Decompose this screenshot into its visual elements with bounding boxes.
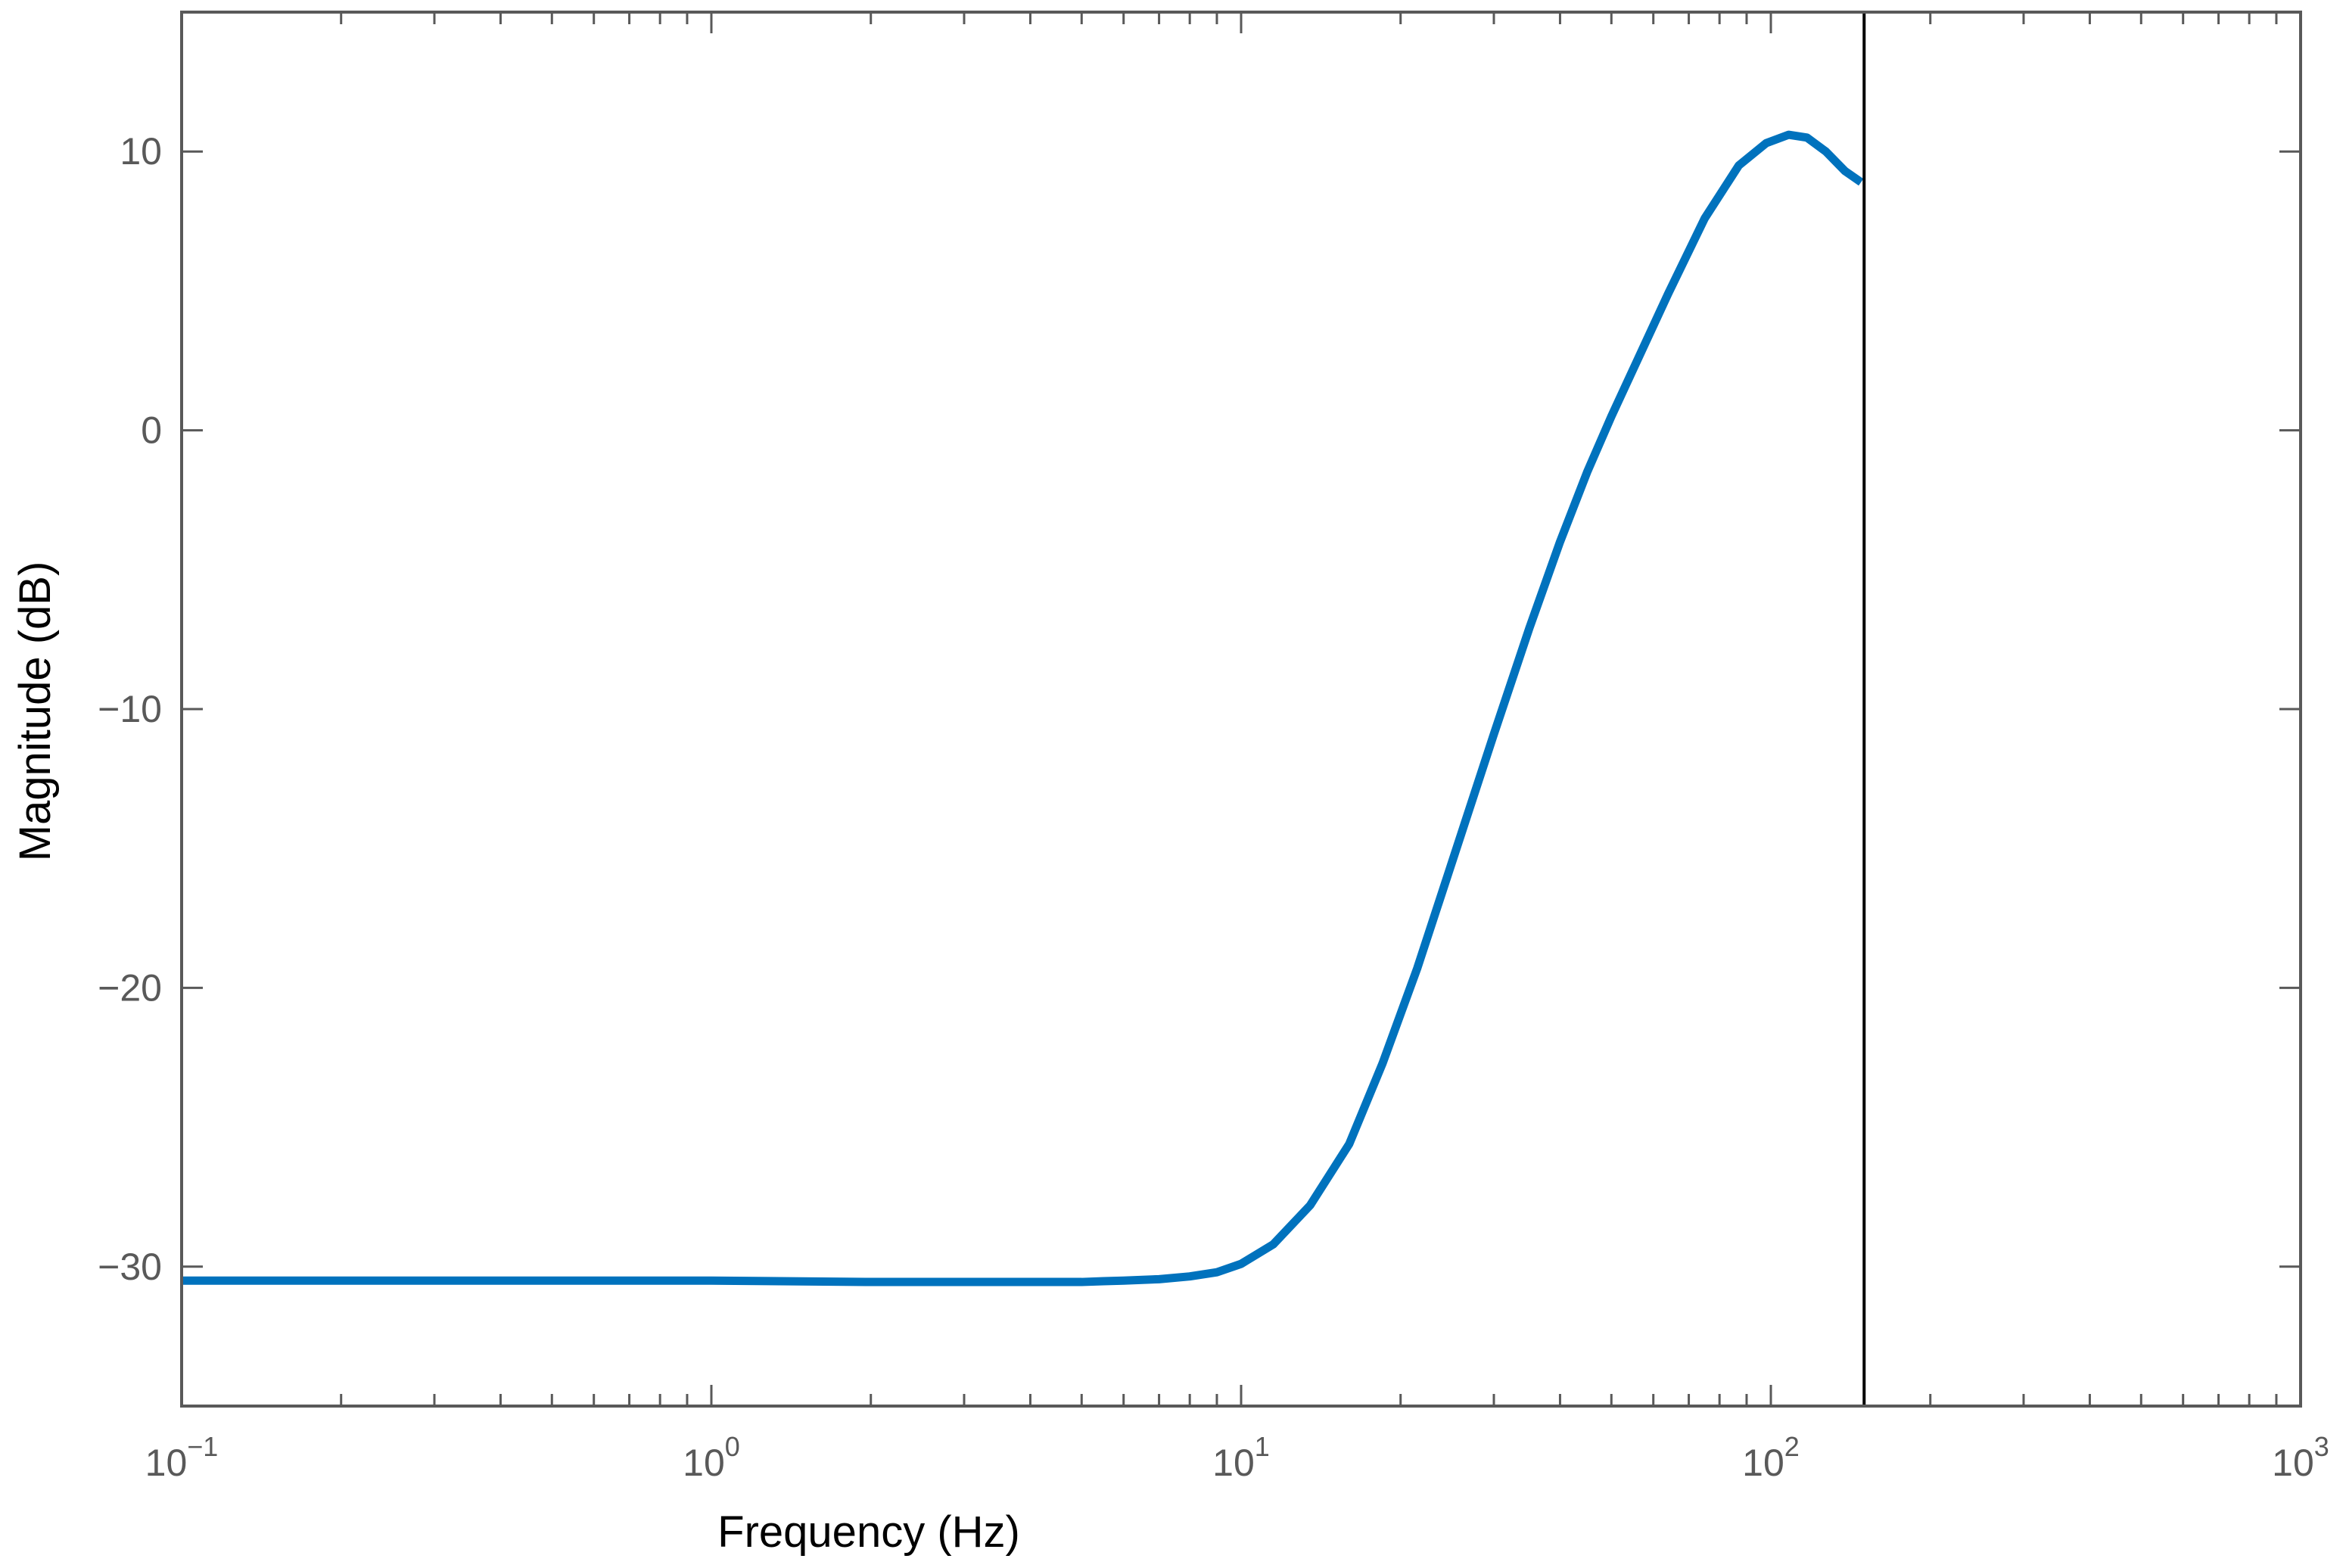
x-tick-label: 103: [2272, 1431, 2329, 1484]
plot-frame: [180, 11, 2302, 1408]
ticks-layer: [180, 12, 2302, 1406]
y-tick-label: −30: [98, 1246, 162, 1288]
x-tick-label: 101: [1212, 1431, 1270, 1484]
x-tick-label: 100: [683, 1431, 740, 1484]
x-axis-label: Frequency (Hz): [717, 1507, 1020, 1557]
x-tick-label: 102: [1742, 1431, 1800, 1484]
y-tick-label: −10: [98, 688, 162, 730]
x-tick-label: 10−1: [145, 1431, 219, 1484]
y-tick-label: −20: [98, 966, 162, 1009]
series-line: [182, 130, 1864, 1286]
y-axis-label: Magnitude (dB): [11, 562, 60, 862]
y-tick-label: 0: [141, 409, 162, 452]
y-tick-label: 10: [120, 130, 162, 173]
series-layer: [182, 12, 1866, 1406]
